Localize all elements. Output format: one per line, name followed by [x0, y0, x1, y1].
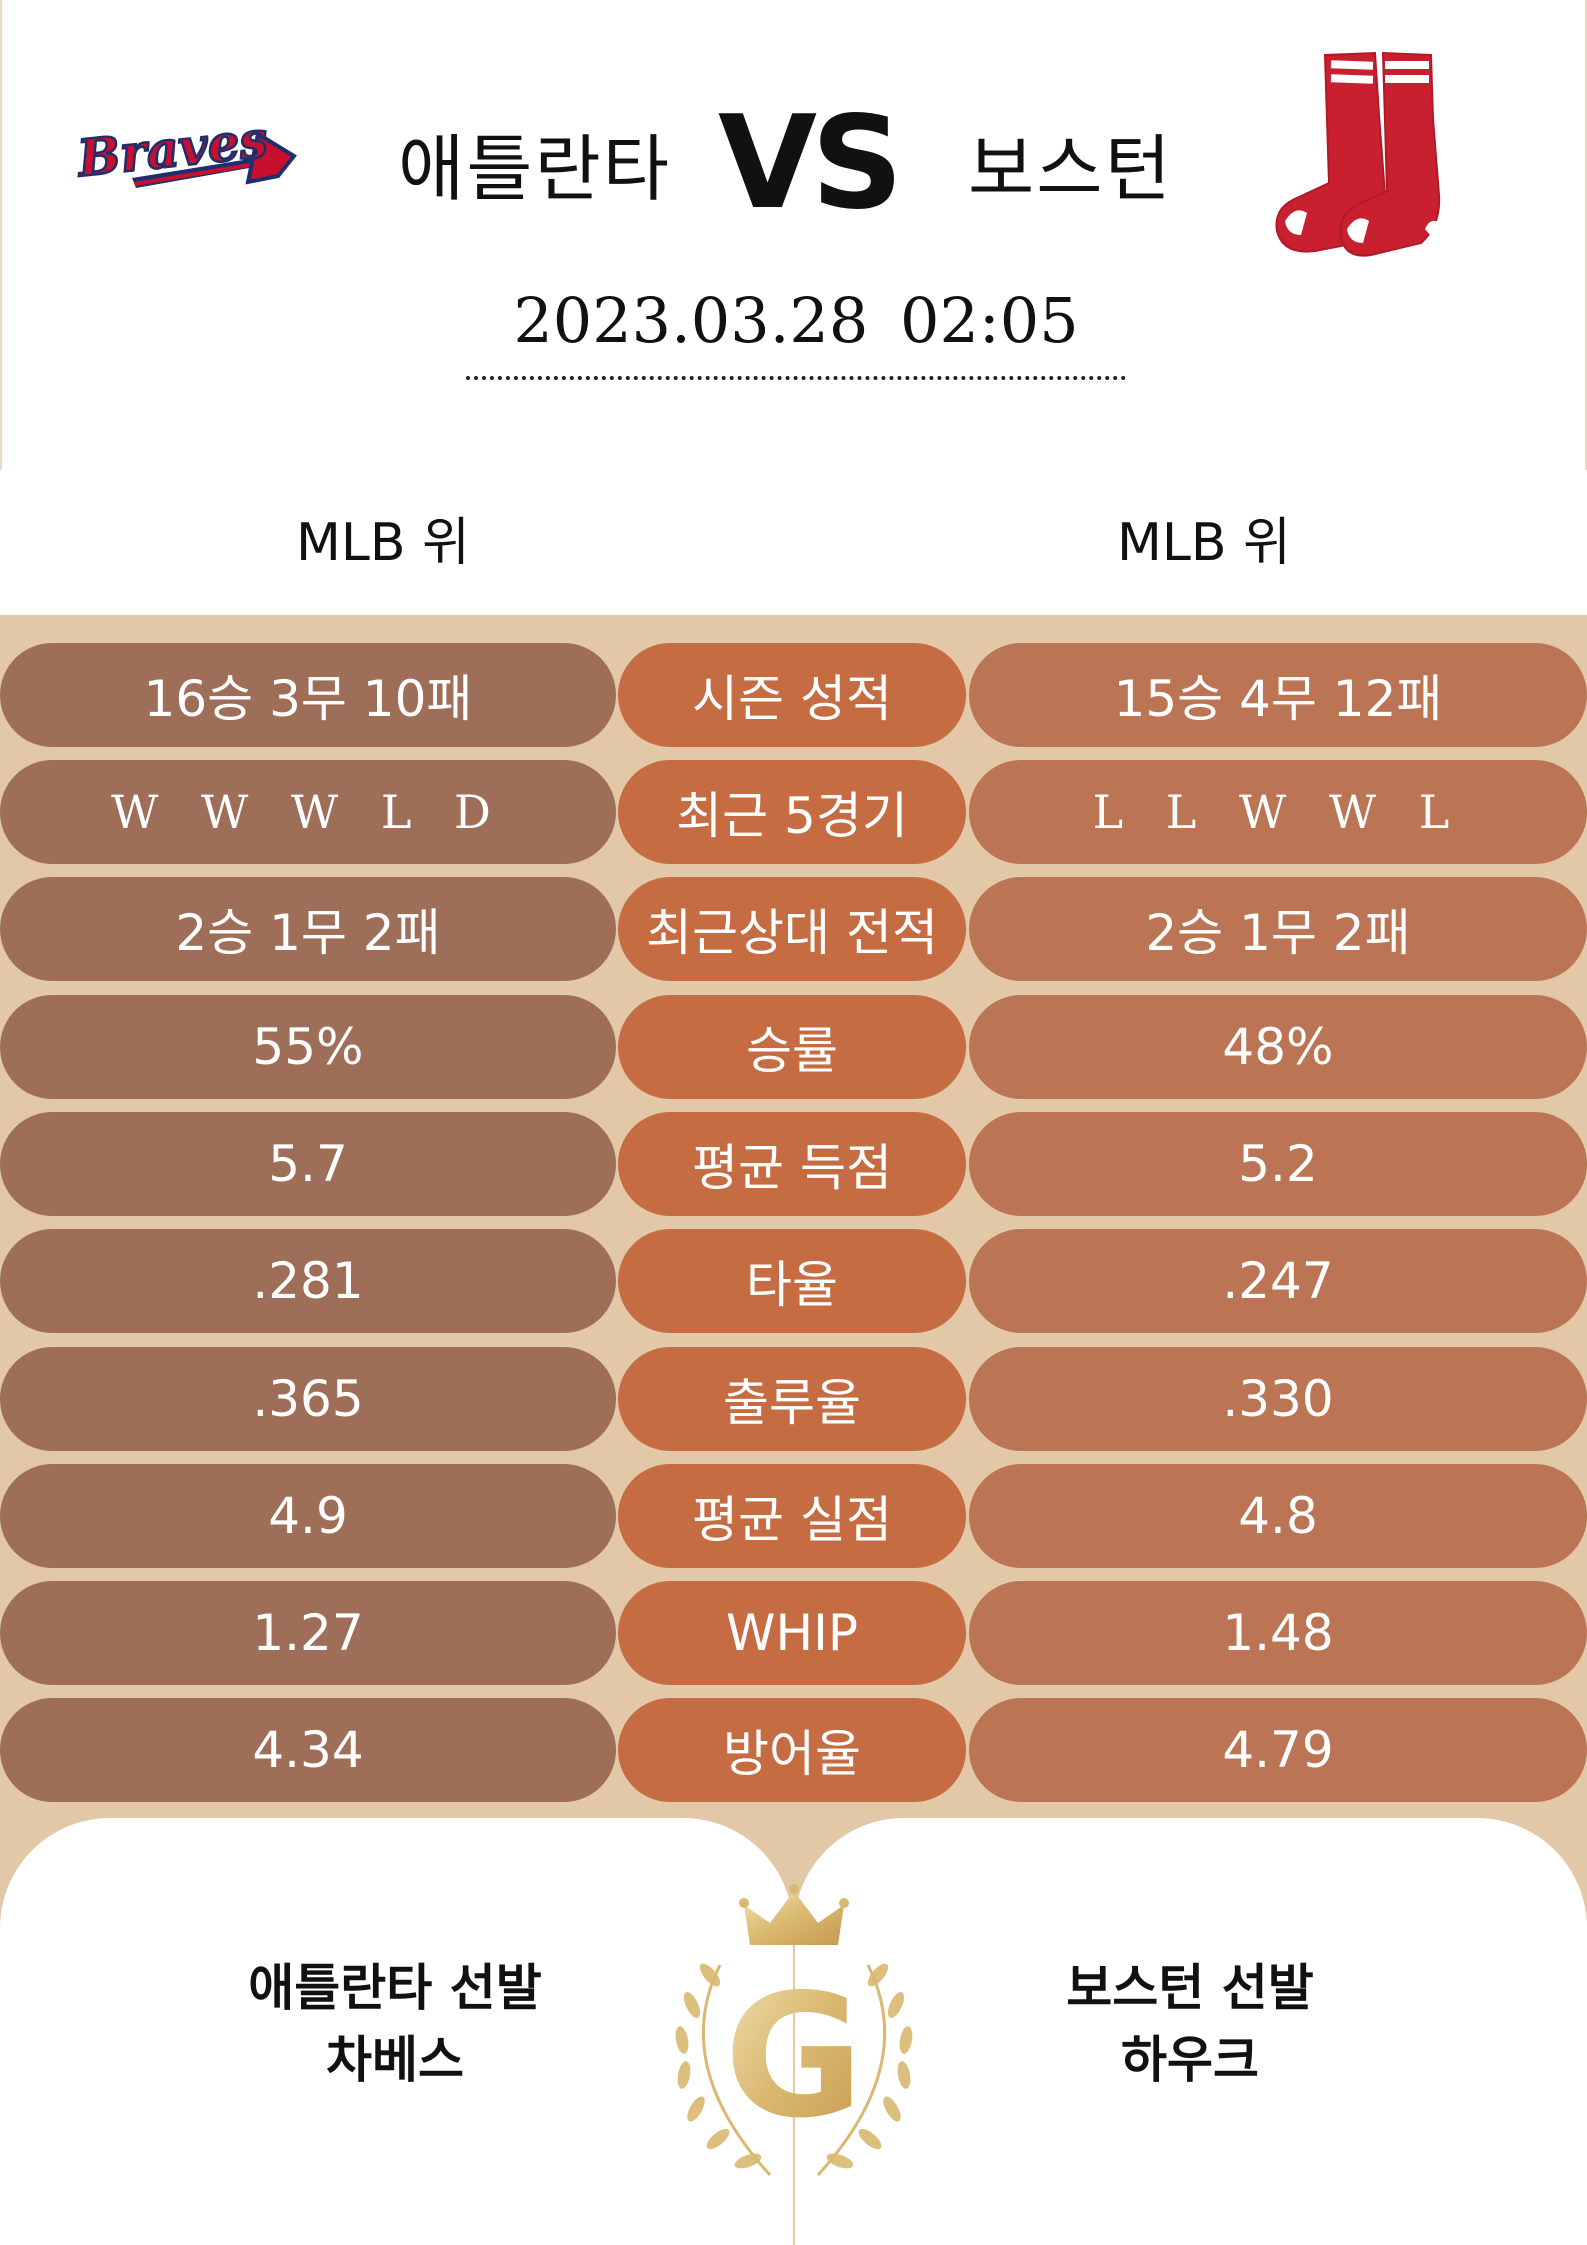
- stat-label: 시즌 성적: [618, 643, 966, 747]
- red-sox-logo-icon: [1275, 51, 1443, 257]
- away-stat-value: 48%: [969, 995, 1587, 1099]
- home-stat-value: 2승 1무 2패: [0, 877, 616, 981]
- header-left-border: [0, 0, 2, 470]
- emblem-letter: G: [724, 1958, 864, 2156]
- rank-band: [0, 470, 1587, 615]
- header-right-border: [1585, 0, 1587, 470]
- card-divider: [793, 1818, 795, 2245]
- braves-logo-icon: Braves: [72, 112, 297, 189]
- stat-row-obp: .365 출루율 .330: [0, 1347, 1587, 1451]
- stat-row-era: 4.34 방어율 4.79: [0, 1698, 1587, 1802]
- stat-label: WHIP: [618, 1581, 966, 1685]
- stat-label: 평균 득점: [618, 1112, 966, 1216]
- home-pitcher-card: [0, 1818, 793, 2245]
- home-stat-value: 16승 3무 10패: [0, 643, 616, 747]
- home-team-name: 애틀란타: [398, 127, 671, 211]
- stat-label: 출루율: [618, 1347, 966, 1451]
- away-pitcher-name: 하우크: [1121, 2031, 1259, 2089]
- crown-laurel-emblem-icon: G: [675, 1884, 913, 2177]
- away-pitcher-card: [794, 1818, 1587, 2245]
- away-rank: MLB 위: [1117, 513, 1291, 573]
- stat-row-batting-avg: .281 타율 .247: [0, 1229, 1587, 1333]
- stat-row-whip: 1.27 WHIP 1.48: [0, 1581, 1587, 1685]
- stats-table: 16승 3무 10패 시즌 성적 15승 4무 12패 W W W L D 최근…: [0, 615, 1587, 1815]
- stat-row-season-record: 16승 3무 10패 시즌 성적 15승 4무 12패: [0, 643, 1587, 747]
- away-team-name: 보스턴: [968, 127, 1173, 211]
- stat-row-recent-5: W W W L D 최근 5경기 L L W W L: [0, 760, 1587, 864]
- away-stat-value: .247: [969, 1229, 1587, 1333]
- stat-row-avg-runs: 5.7 평균 득점 5.2: [0, 1112, 1587, 1216]
- home-stat-value: 1.27: [0, 1581, 616, 1685]
- stat-label: 최근상대 전적: [618, 877, 966, 981]
- dotted-divider: [466, 376, 1126, 380]
- away-stat-value: 5.2: [969, 1112, 1587, 1216]
- stat-row-head-to-head: 2승 1무 2패 최근상대 전적 2승 1무 2패: [0, 877, 1587, 981]
- away-stat-value: L L W W L: [969, 760, 1587, 864]
- home-stat-value: 5.7: [0, 1112, 616, 1216]
- home-rank: MLB 위: [296, 513, 470, 573]
- home-pitcher-title: 애틀란타 선발: [248, 1959, 542, 2017]
- stat-label: 타율: [618, 1229, 966, 1333]
- stat-row-runs-allowed: 4.9 평균 실점 4.8: [0, 1464, 1587, 1568]
- stat-label: 최근 5경기: [618, 760, 966, 864]
- stat-row-win-rate: 55% 승률 48%: [0, 995, 1587, 1099]
- home-stat-value: W W W L D: [0, 760, 616, 864]
- home-stat-value: .281: [0, 1229, 616, 1333]
- home-stat-value: 55%: [0, 995, 616, 1099]
- home-stat-value: 4.34: [0, 1698, 616, 1802]
- away-stat-value: 4.8: [969, 1464, 1587, 1568]
- braves-logo-text: Braves: [73, 112, 270, 188]
- home-stat-value: .365: [0, 1347, 616, 1451]
- stat-label: 승률: [618, 995, 966, 1099]
- stat-label: 방어율: [618, 1698, 966, 1802]
- away-stat-value: 15승 4무 12패: [969, 643, 1587, 747]
- away-stat-value: 1.48: [969, 1581, 1587, 1685]
- stat-label: 평균 실점: [618, 1464, 966, 1568]
- away-stat-value: 4.79: [969, 1698, 1587, 1802]
- away-stat-value: .330: [969, 1347, 1587, 1451]
- home-pitcher-name: 차베스: [326, 2031, 464, 2089]
- home-stat-value: 4.9: [0, 1464, 616, 1568]
- vs-label: VS: [718, 89, 903, 238]
- home-pitcher-info: 애틀란타 선발 차베스: [180, 1952, 610, 2096]
- match-datetime: 2023.03.28 02:05: [513, 284, 1079, 357]
- away-stat-value: 2승 1무 2패: [969, 877, 1587, 981]
- away-pitcher-info: 보스턴 선발 하우크: [1010, 1952, 1370, 2096]
- away-pitcher-title: 보스턴 선발: [1066, 1959, 1314, 2017]
